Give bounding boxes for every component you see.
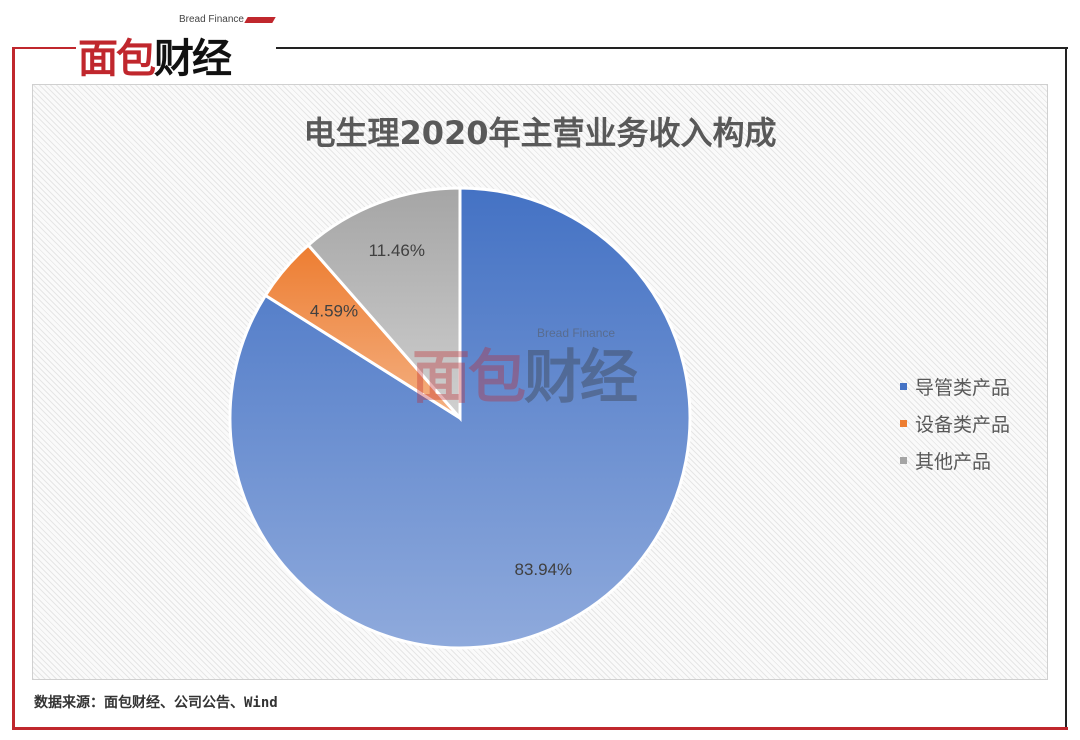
- legend-item: 导管类产品: [900, 368, 1010, 405]
- frame-right: [1065, 47, 1067, 730]
- legend-item: 其他产品: [900, 442, 1010, 479]
- logo-text-en: Bread Finance: [178, 14, 244, 25]
- frame-top-black: [276, 47, 1068, 49]
- data-label: 11.46%: [369, 241, 425, 260]
- legend-swatch: [900, 420, 907, 427]
- watermark-text-en: Bread Finance: [537, 326, 616, 340]
- data-label: 83.94%: [515, 560, 573, 579]
- chart-title: 电生理2020年主营业务收入构成: [303, 114, 777, 152]
- brand-logo: Bread Finance 面包财经: [78, 12, 276, 82]
- legend-swatch: [900, 383, 907, 390]
- legend: 导管类产品 设备类产品 其他产品: [900, 368, 1010, 479]
- legend-swatch: [900, 457, 907, 464]
- data-label: 4.59%: [310, 302, 358, 321]
- legend-label: 其他产品: [915, 451, 992, 473]
- legend-label: 导管类产品: [915, 377, 1011, 399]
- source-note: 数据来源：面包财经、公司公告、Wind: [34, 695, 278, 711]
- frame-bottom: [12, 727, 1068, 730]
- frame-top-red: [12, 47, 76, 49]
- legend-item: 设备类产品: [900, 405, 1010, 442]
- frame-left: [12, 48, 15, 730]
- pie-slice-2: [306, 186, 462, 422]
- logo-text-cn: 面包财经: [78, 36, 232, 82]
- legend-label: 设备类产品: [915, 414, 1011, 436]
- watermark-logo: 面包财经: [412, 343, 638, 411]
